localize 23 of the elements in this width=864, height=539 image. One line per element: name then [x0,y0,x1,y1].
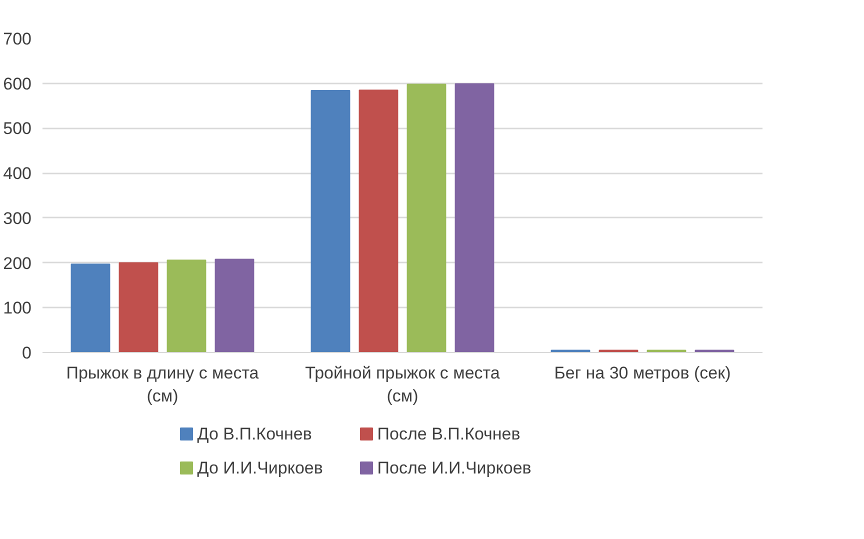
legend-label: До В.П.Кочнев [197,424,312,444]
y-tick-label: 700 [3,30,32,48]
y-tick-label: 300 [3,208,32,228]
y-tick-label: 600 [3,74,32,94]
y-tick-label: 400 [3,164,32,184]
y-tick-label: 100 [3,298,32,318]
x-tick-label: Тройной прыжок с места (см) [305,364,500,406]
bar [70,264,110,352]
bar [166,260,206,352]
legend-label: После В.П.Кочнев [377,424,520,444]
legend-label: После И.И.Чиркоев [377,458,532,478]
legend-label: До И.И.Чиркоев [197,458,323,478]
x-tick-label: Прыжок в длину с места (см) [66,364,260,406]
bar [358,90,398,352]
y-tick-label: 200 [3,254,32,273]
bar [406,84,446,352]
bar [214,258,254,352]
bar [118,262,158,352]
bar [310,90,350,352]
x-tick-label: Бег на 30 метров (сек) [554,364,731,382]
bar [454,83,494,352]
y-tick-label: 500 [3,119,32,138]
y-tick-label: 0 [22,344,32,362]
